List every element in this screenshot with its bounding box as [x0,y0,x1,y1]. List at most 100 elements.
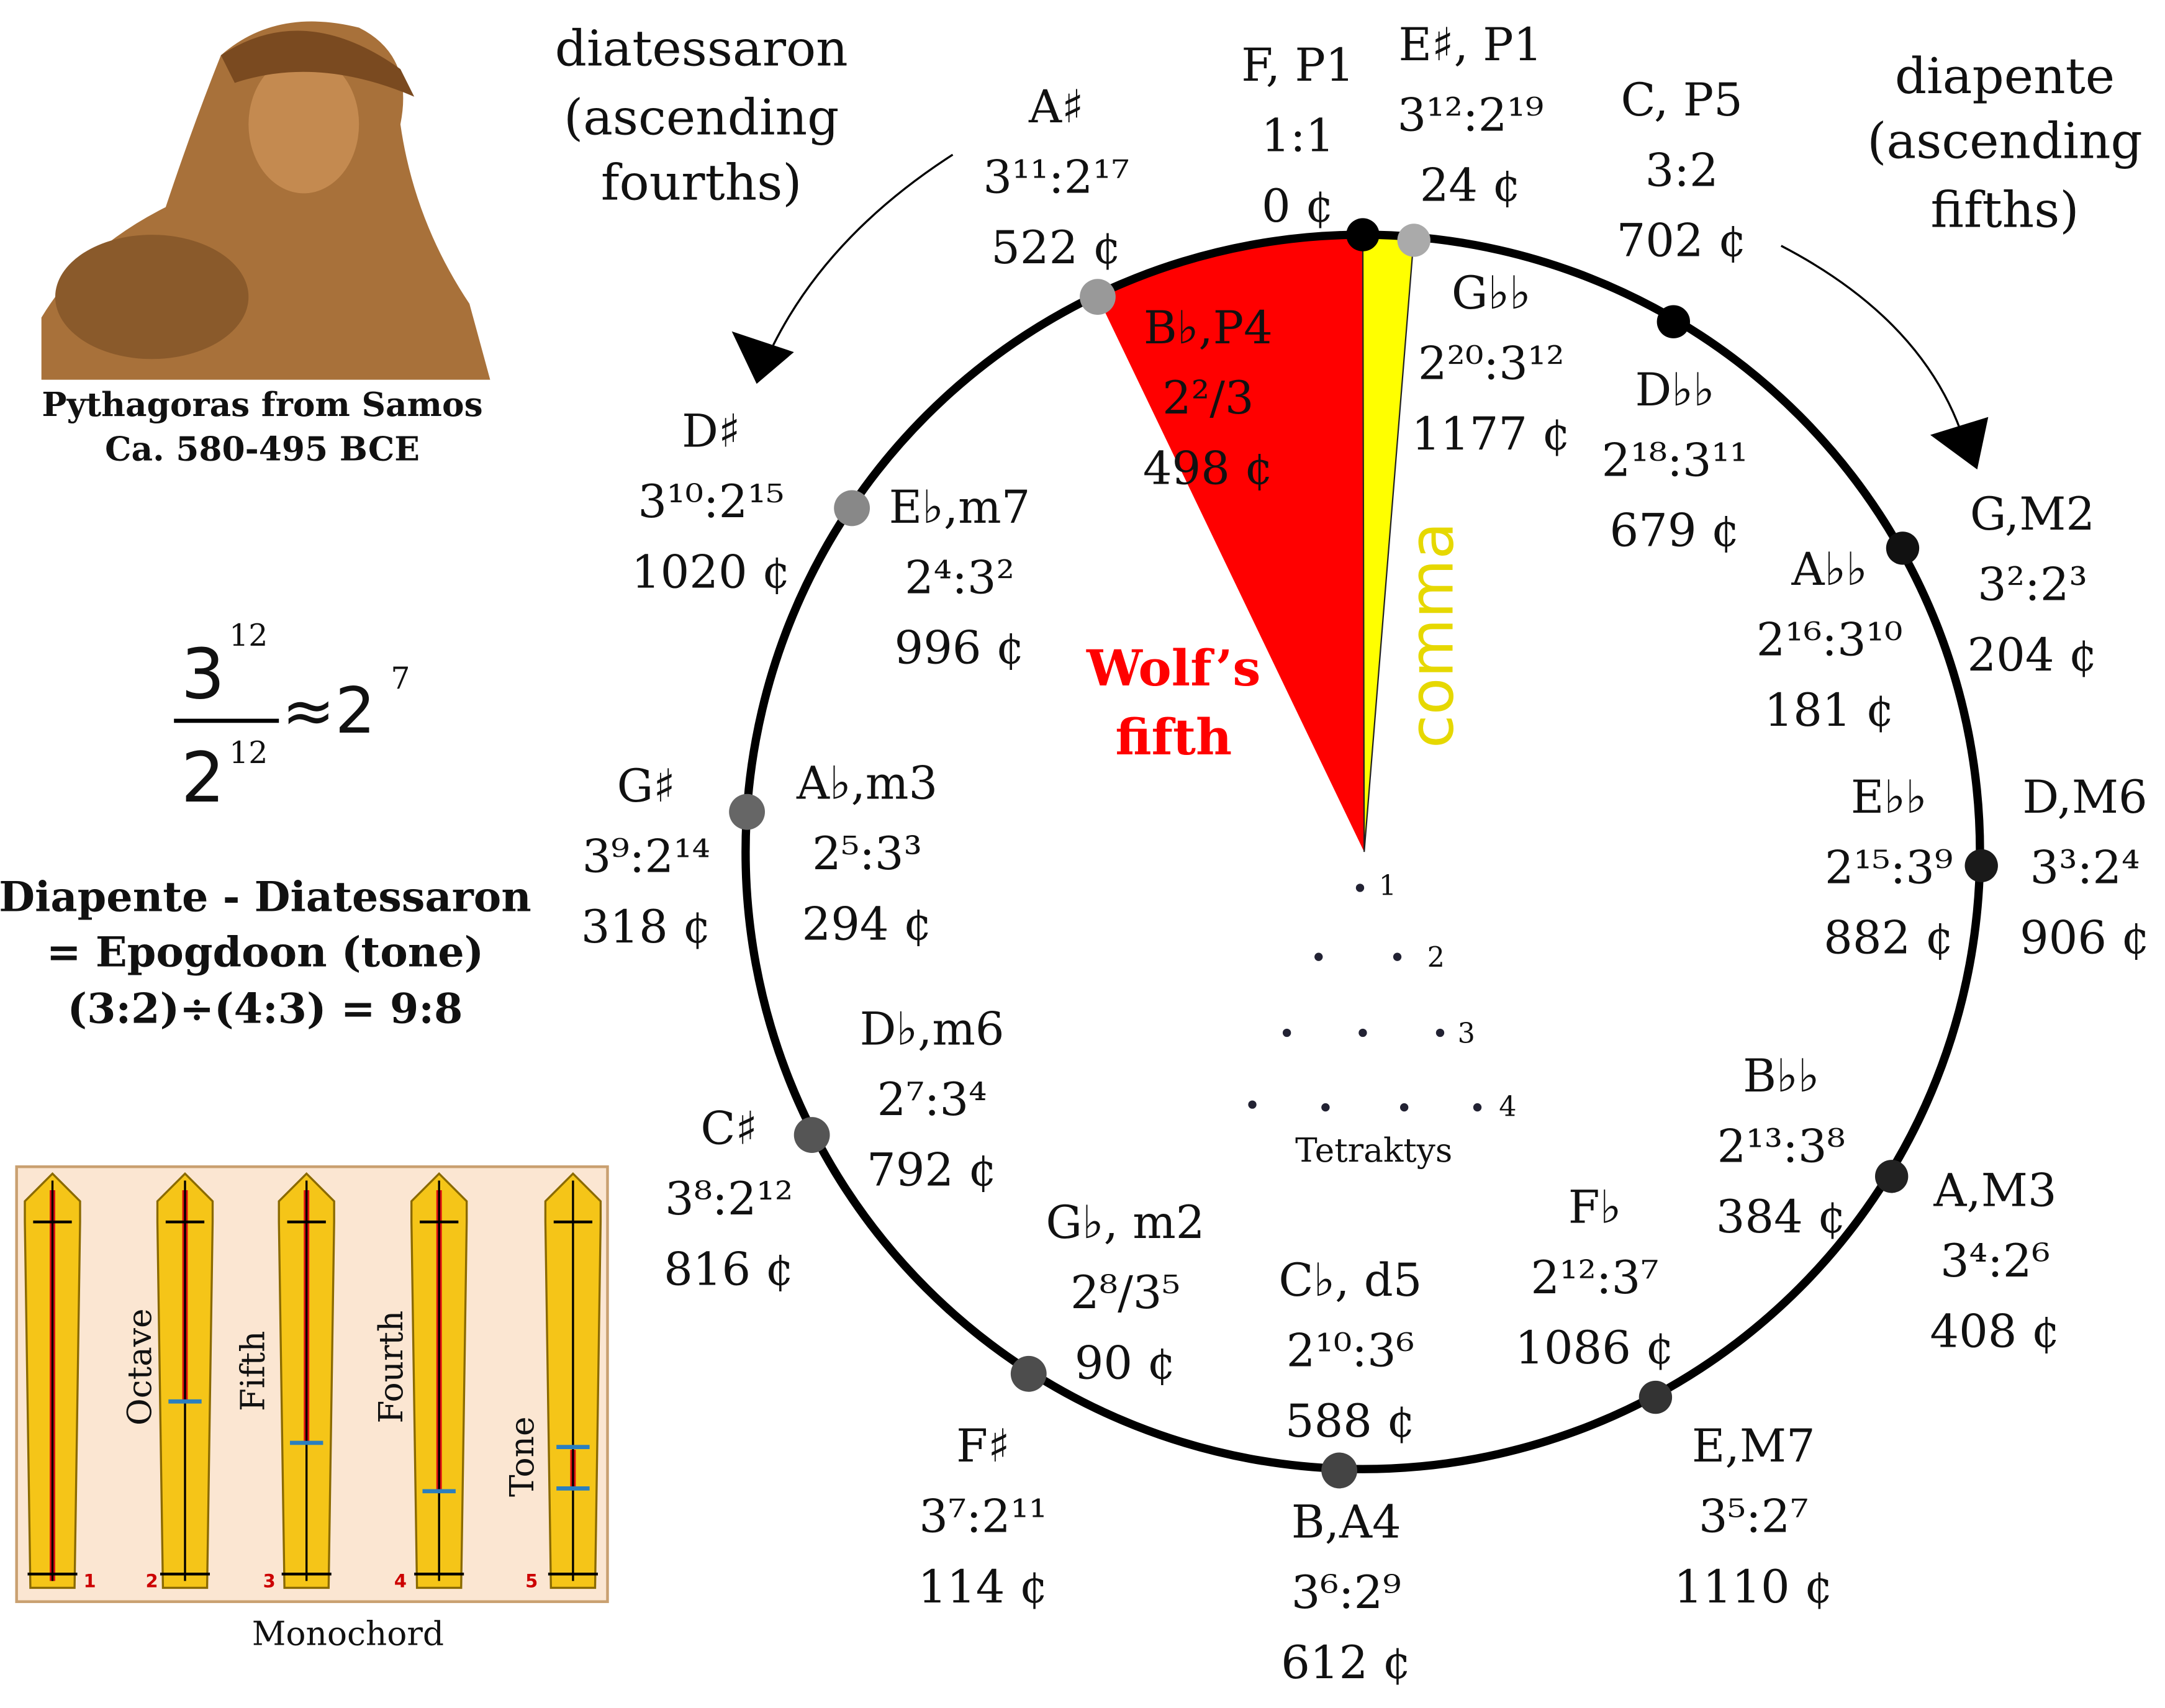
arrowhead [731,331,794,384]
annotation: fifths) [1931,181,2079,239]
note-cents: 588 ¢ [1285,1395,1416,1448]
annotation: diatessaron [555,20,848,78]
note-ratio: 2¹³:3⁸ [1717,1121,1845,1173]
dot [1314,952,1323,961]
portrait [34,7,490,380]
note-cents: 996 ¢ [895,622,1025,675]
dot [1393,952,1402,961]
note-ratio: 2¹⁸:3¹¹ [1602,434,1748,487]
dot [834,490,870,526]
tetraktys-number: 2 [1427,942,1445,974]
annotation: (ascending [564,89,839,147]
dot [1638,1380,1673,1414]
tetraktys-dots [1248,883,1482,1112]
note-name: G,M2 [1970,488,2095,541]
strings [24,1172,602,1589]
wolf-label: fifth [1115,708,1232,766]
dot [1355,883,1365,892]
note-ratio: 2⁷:3⁴ [877,1073,987,1126]
monochord-number: 2 [146,1571,158,1592]
monochord-label: Octave [120,1308,159,1426]
note-name: G♯ [617,760,676,813]
note-name: E,M7 [1692,1420,1815,1473]
note-cents: 384 ¢ [1716,1191,1846,1244]
annotation: diapente [1895,47,2115,105]
lute [55,235,249,359]
dot [1397,224,1431,257]
wolf-label: Wolf’s [1086,639,1260,697]
note-name: B♭,P4 [1144,302,1273,355]
tetraktys-number: 1 [1379,870,1396,901]
note-name: E♭,m7 [889,481,1031,534]
dot [1010,1355,1047,1392]
note-cents: 318 ¢ [581,901,712,954]
formula: 2 [181,738,225,818]
wolf-wedge [1097,235,1365,852]
note-name: D,M6 [2022,771,2147,824]
note-cents: 1177 ¢ [1411,408,1571,461]
note-ratio: 2²⁰:3¹² [1418,338,1565,391]
note-ratio: 3⁴:2⁶ [1940,1235,2050,1288]
dot [1657,305,1690,338]
note-name: D♯ [682,405,740,458]
note-cents: 181 ¢ [1765,684,1895,737]
note-ratio: 2⁵:3³ [812,828,922,880]
note-name: D♭,m6 [860,1003,1005,1055]
note-ratio: 3¹¹:2¹⁷ [983,151,1129,204]
monochord-number: 5 [525,1571,538,1592]
dot [1886,531,1920,565]
monochord [15,1165,609,1603]
note-name: G♭, m2 [1046,1196,1205,1249]
note-ratio: 3²:2³ [1977,558,2087,611]
note-cents: 408 ¢ [1930,1306,2060,1358]
note-ratio: 2⁸/3⁵ [1070,1267,1180,1319]
note-name: A♭♭ [1791,543,1867,596]
note-cents: 1020 ¢ [631,546,791,599]
note-name: B♭♭ [1743,1050,1819,1103]
face [248,55,359,194]
dot [1358,1028,1367,1037]
tetraktys-number: 3 [1458,1018,1475,1049]
note-ratio: 2¹⁰:3⁶ [1286,1325,1414,1378]
arrowhead [1930,417,1989,470]
note-cents: 498 ¢ [1143,443,1273,495]
note-cents: 24 ¢ [1420,160,1521,212]
note-cents: 114 ¢ [918,1561,1048,1614]
monochord-label: Tone [502,1416,541,1497]
monochord-caption: Monochord [252,1614,444,1653]
circle-dots [729,218,1998,1489]
note-ratio: 2¹⁵:3⁹ [1825,841,1953,894]
note-ratio: 3³:2⁴ [2030,841,2140,894]
note-cents: 522 ¢ [991,222,1121,274]
note-ratio: 3⁸:2¹² [665,1173,793,1226]
annotation: fourths) [601,153,802,211]
note-ratio: 2⁴:3² [905,551,1015,604]
note-name: C♯ [700,1103,757,1155]
dot [1321,1452,1358,1489]
note-ratio: 2¹²:3⁷ [1530,1252,1658,1304]
dot [1399,1103,1409,1112]
arrow-fifths [1780,245,1962,432]
note-ratio: 3⁶:2⁹ [1291,1566,1401,1619]
monochord-label: Fourth [371,1311,410,1424]
note-cents: 906 ¢ [2020,912,2150,965]
dot [729,793,766,830]
caption: Ca. 580-495 BCE [105,429,420,468]
comma-label: comma [1397,522,1468,748]
note-ratio: 3⁹:2¹⁴ [582,831,710,883]
monochord-label: Fifth [233,1331,272,1412]
note-ratio: 3⁵:2⁷ [1699,1491,1809,1543]
note-cents: 1086 ¢ [1515,1322,1675,1375]
annotation: (ascending [1867,112,2142,170]
note-cents: 816 ¢ [664,1243,794,1296]
note-name: A♭,m3 [796,757,938,810]
dot [1282,1028,1291,1037]
note-ratio: 3¹⁰:2¹⁵ [638,476,784,528]
epogdoon: Diapente - Diatessaron [0,872,531,921]
arrow-fourths [772,153,954,346]
note-cents: 792 ¢ [867,1144,997,1196]
note-name: F, P1 [1241,39,1354,92]
dot [1346,218,1380,251]
note-name: G♭♭ [1452,267,1531,320]
